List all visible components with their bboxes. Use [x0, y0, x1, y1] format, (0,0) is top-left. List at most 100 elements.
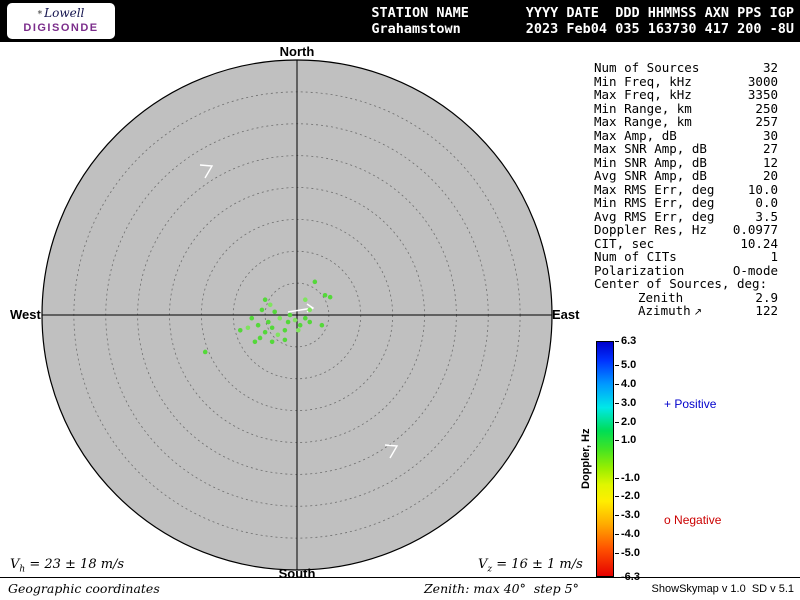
lowell-digisonde-logo: * Lowell DIGISONDE [7, 3, 115, 39]
param-row: CIT, sec 10.24 [594, 236, 778, 251]
param-row: Max Range, km 257 [594, 115, 778, 129]
logo-product-text: DIGISONDE [23, 22, 99, 34]
colorbar-tick-mark [615, 533, 619, 535]
param-label: Max RMS Err, deg [594, 181, 715, 197]
plus-marker-icon: + [664, 397, 672, 411]
source-dot [249, 315, 255, 321]
source-dot [237, 328, 243, 333]
direction-label-north: North [279, 44, 315, 59]
station-header-text: STATION NAME YYYY DATE DDD HHMMSS AXN PP… [371, 5, 794, 37]
source-dot [245, 325, 251, 331]
colorbar-tick-label: 3.0 [621, 396, 637, 409]
vh-symbol: V [10, 557, 20, 572]
colorbar-tick-mark [615, 384, 619, 386]
param-row: Max SNR Amp, dB 27 [594, 142, 778, 156]
source-dot [277, 315, 283, 321]
legend-positive-label: Positive [674, 397, 717, 411]
param-label: Zenith [638, 289, 684, 305]
source-dot [269, 339, 275, 345]
source-dot [262, 329, 268, 335]
colorbar-tick-mark [615, 477, 619, 479]
source-dot [297, 322, 303, 328]
param-value: 2.9 [755, 289, 778, 305]
source-dot [252, 339, 258, 345]
colorbar-tick-label: 1.0 [621, 434, 637, 447]
param-label: Max Range, km [594, 114, 692, 129]
param-row: Min Range, km 250 [594, 100, 778, 116]
param-row: Min Freq, kHz 3000 [594, 74, 778, 89]
source-dot [282, 328, 288, 333]
param-row: Min SNR Amp, dB 12 [594, 154, 778, 170]
param-row: Num of Sources 32 [594, 61, 778, 75]
header-column-titles: STATION NAME YYYY DATE DDD HHMMSS AXN PP… [371, 5, 794, 21]
param-label: Min RMS Err, deg [594, 195, 715, 210]
source-dot [269, 325, 275, 331]
param-row: Avg SNR Amp, dB 20 [594, 169, 778, 183]
colorbar-tick-label: -5.0 [621, 546, 640, 559]
source-dot [267, 302, 273, 308]
azimuth-direction-icon: ↗ [693, 307, 703, 318]
param-row: Max Freq, kHz 3350 [594, 88, 778, 102]
source-dot [257, 335, 263, 341]
legend-positive: + Positive [664, 397, 716, 411]
header-bar: * Lowell DIGISONDE STATION NAME YYYY DATE… [0, 0, 800, 42]
direction-label-south: South [278, 566, 316, 581]
param-value: 30 [762, 127, 778, 143]
source-dot [322, 292, 328, 298]
software-version-text: ShowSkymap v 1.0 SD v 5.1 [651, 583, 794, 595]
source-dot [307, 307, 313, 313]
direction-label-east: East [552, 307, 580, 322]
param-value: 0.0977 [732, 222, 778, 237]
param-label: Doppler Res, Hz [594, 222, 707, 237]
source-dot [287, 312, 293, 318]
param-value: 0.0 [755, 195, 778, 210]
source-dot [285, 319, 291, 325]
colorbar-tick-label: 4.0 [621, 378, 637, 391]
param-section-header: Center of Sources, deg: [594, 276, 768, 291]
param-label: Num of CITs [594, 249, 677, 264]
param-label: Num of Sources [594, 60, 700, 75]
source-dot [295, 328, 301, 333]
horizontal-velocity-readout: Vh = 23 ± 18 m/s [10, 557, 124, 575]
colorbar-tick-label: 6.3 [621, 335, 637, 347]
param-value: 20 [762, 168, 778, 183]
colorbar-tick-label: -3.0 [621, 509, 640, 522]
source-dot [302, 315, 308, 321]
doppler-colorbar: Doppler, Hz 6.3 5.0 4.0 3.0 2.0 1.0 -1.0 -2.0 -3… [580, 335, 640, 583]
param-row: Avg RMS Err, deg 3.5 [594, 208, 778, 224]
vertical-velocity-readout: Vz = 16 ± 1 m/s [478, 557, 583, 575]
colorbar-tick-mark [615, 440, 619, 442]
vh-value: = 23 ± 18 m/s [25, 557, 125, 572]
header-station-values: Grahamstown 2023 Feb04 035 163730 417 20… [371, 21, 794, 37]
param-row: Max RMS Err, deg 10.0 [594, 181, 778, 197]
logo-star-icon: * [37, 10, 43, 20]
param-row: Polarization O-mode [594, 263, 778, 278]
source-dot [302, 297, 308, 302]
param-value: 27 [762, 141, 778, 156]
parameter-panel: Num of Sources 32 Min Freq, kHz 3000 Max Fre… [594, 61, 778, 320]
param-value: 12 [762, 154, 778, 170]
colorbar-tick-mark [615, 552, 619, 554]
colorbar-tick-mark [615, 496, 619, 498]
param-label: Max Freq, kHz [594, 87, 692, 102]
vz-subscript: z [487, 564, 493, 575]
param-value: 1 [770, 249, 778, 264]
legend-negative: o Negative [664, 513, 721, 527]
colorbar-axis-label: Doppler, Hz [580, 428, 592, 490]
colorbar-tick-mark [615, 365, 619, 367]
source-dot [266, 319, 271, 325]
colorbar-tick-mark [615, 341, 619, 342]
source-dot [327, 294, 333, 300]
param-label: Avg RMS Err, deg [594, 208, 715, 224]
param-label: Max Amp, dB [594, 127, 677, 143]
source-dot [312, 279, 318, 285]
param-value: 3350 [747, 87, 778, 102]
param-label: Azimuth ↗ [638, 303, 703, 318]
param-value: 250 [755, 100, 778, 116]
colorbar-tick-label: -1.0 [621, 471, 640, 484]
param-label: Avg SNR Amp, dB [594, 168, 707, 183]
source-dot [292, 317, 298, 323]
colorbar-tick-mark [615, 421, 619, 423]
param-value: 257 [755, 114, 778, 129]
